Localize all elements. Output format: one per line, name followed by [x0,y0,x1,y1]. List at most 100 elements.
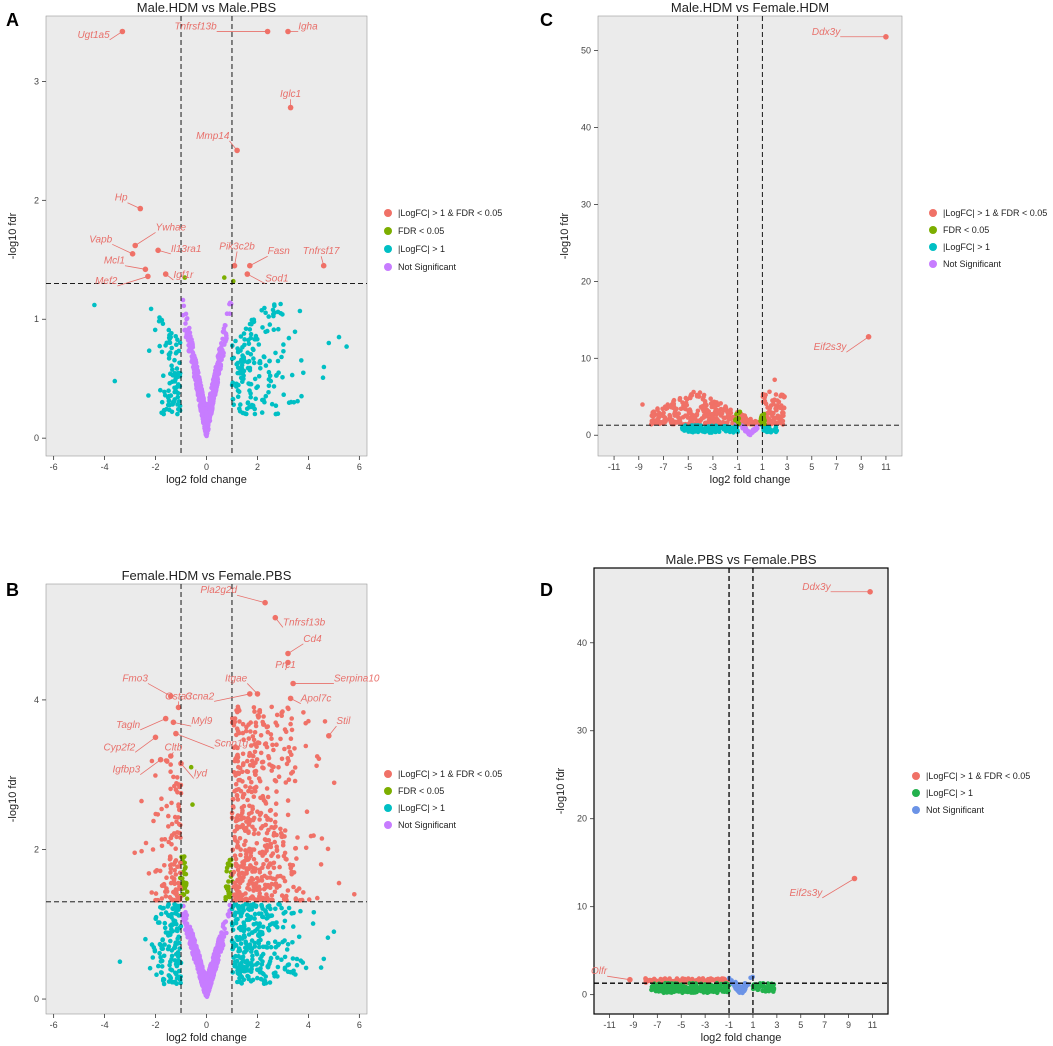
data-point [261,886,267,892]
data-point [151,818,156,824]
data-point [165,946,171,952]
annotation-leader [170,752,174,757]
plot-area [593,567,889,1015]
data-point [210,401,216,406]
legend-swatch [929,226,937,234]
data-point [188,764,194,770]
gene-annotation: Ddx3y [802,582,871,593]
data-point [290,680,296,687]
data-point [740,413,746,418]
data-point [709,414,715,420]
annotation-leader [175,733,215,749]
data-point [252,709,257,714]
x-tick-label: -9 [629,1020,637,1030]
data-point [281,911,287,916]
data-point [279,756,285,762]
data-point [253,789,258,794]
data-point [162,863,167,868]
annotation-label: Myl9 [191,716,213,727]
data-point [143,936,148,942]
data-point [224,335,229,341]
data-point [291,924,296,929]
data-point [249,810,254,815]
data-point [301,370,306,376]
legend-swatch [912,789,920,797]
data-point [231,355,236,361]
data-point [260,924,266,930]
data-point [265,896,270,901]
data-point [257,887,263,892]
x-tick-label: -6 [50,1020,58,1030]
data-point [176,399,182,404]
data-point [271,860,277,866]
data-point [252,730,258,735]
data-point [168,371,173,377]
data-point [656,989,661,994]
annotation-label: Pla2g2d [200,585,237,596]
data-point [145,273,151,280]
y-tick-label: 1 [34,314,39,324]
data-point [237,947,242,953]
y-tick-label: 2 [34,844,39,854]
data-point [162,925,168,931]
data-point [254,875,260,881]
data-point [183,321,188,326]
annotation-label: Sod1 [265,274,288,285]
data-point [235,916,240,922]
data-point [152,948,158,954]
data-point [748,975,753,981]
data-point [237,937,242,942]
legend-label: FDR < 0.05 [398,226,444,236]
data-point [181,303,187,309]
data-point [284,947,290,952]
x-axis-label: log2 fold change [701,1032,782,1044]
data-point [689,423,694,428]
data-point [667,987,673,992]
data-point [240,769,245,775]
x-tick-label: 4 [306,1020,311,1030]
data-point [178,875,183,881]
data-point [159,806,164,812]
data-point [256,342,262,347]
data-point [299,358,304,363]
data-point [173,858,179,863]
data-point [252,827,257,833]
data-point [688,395,693,401]
data-point [640,402,645,407]
data-point [171,876,177,882]
data-point [259,875,265,880]
data-point [231,402,236,408]
data-point [236,389,242,395]
data-point [260,765,265,770]
data-point [158,955,163,960]
data-point [725,410,730,415]
data-point [258,733,264,738]
legend-label: |LogFC| > 1 & FDR < 0.05 [398,208,502,218]
data-point [149,942,155,947]
data-point [234,826,240,832]
data-point [150,847,156,852]
data-point [171,921,176,927]
data-point [174,834,179,840]
data-point [303,965,309,971]
data-point [308,833,314,839]
data-point [274,373,279,378]
data-point [251,737,257,743]
data-point [242,897,248,903]
data-point [251,705,257,710]
data-point [184,331,189,337]
data-point [200,976,205,982]
data-point [180,911,186,917]
gene-annotation: Sod1 [247,274,288,285]
data-point [245,400,251,405]
y-tick-label: 2 [34,195,39,205]
data-point [680,424,685,430]
y-tick-label: 20 [581,276,591,286]
annotation-label: Fmo3 [122,673,148,684]
data-point [168,334,173,340]
data-point [203,406,208,412]
data-point [241,968,247,974]
data-point [161,953,167,959]
data-point [740,989,746,994]
